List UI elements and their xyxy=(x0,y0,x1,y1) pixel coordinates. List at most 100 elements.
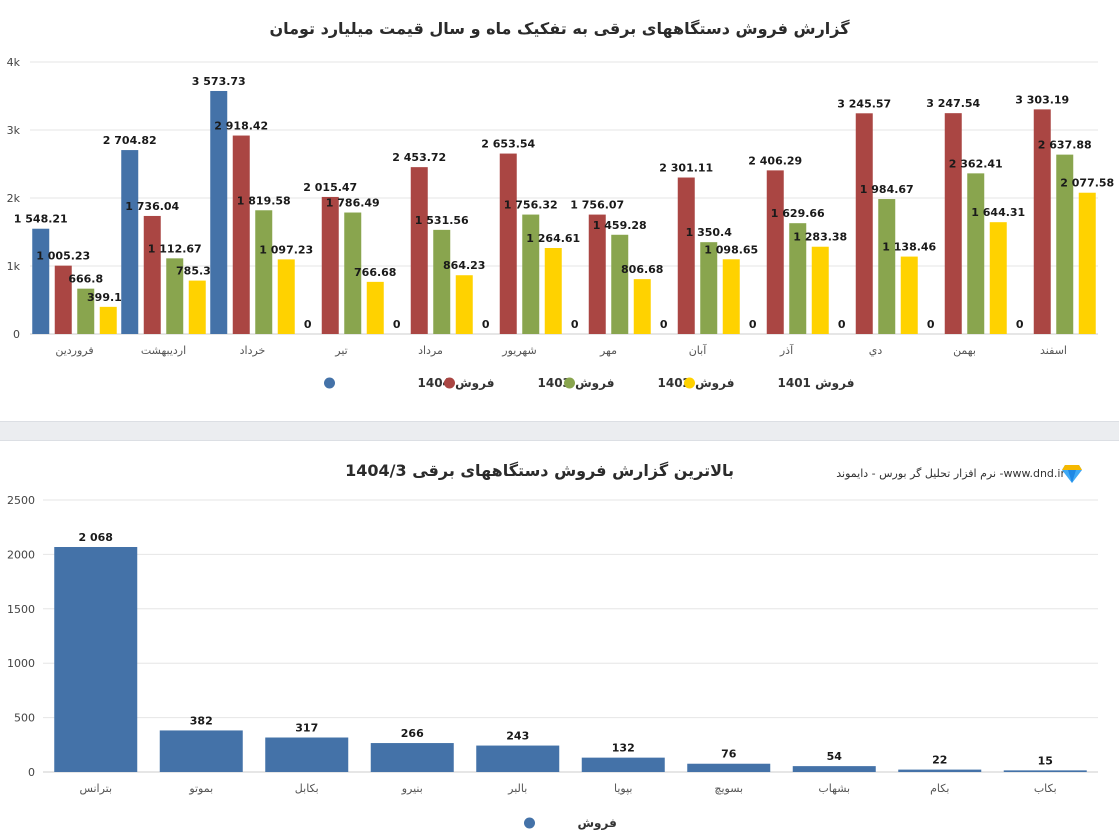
x-tick-label: بکابل xyxy=(295,782,319,795)
data-label: 2 362.41 xyxy=(949,157,1003,170)
bar-chart1-s1-c8 xyxy=(766,170,784,334)
data-label: 1 756.07 xyxy=(570,199,624,212)
data-label: 3 247.54 xyxy=(926,97,980,110)
data-label: 0 xyxy=(571,318,579,331)
bar-chart1-s0-c0 xyxy=(32,228,50,334)
y-tick-label: 500 xyxy=(14,712,35,725)
data-label: 1 786.49 xyxy=(326,197,380,210)
chart2-title: بالاترین گزارش فروش دستگاههای برقی 1404/… xyxy=(345,461,734,480)
data-label: 0 xyxy=(660,318,668,331)
bar-chart1-s3-c8 xyxy=(811,246,829,334)
x-tick-label: بنیرو xyxy=(401,782,423,795)
bar-chart1-s1-c2 xyxy=(232,135,250,334)
data-label: 1 756.32 xyxy=(504,199,558,212)
data-label: 1 984.67 xyxy=(860,183,914,196)
bar-chart1-s2-c8 xyxy=(789,223,807,334)
x-tick-label: بترانس xyxy=(79,782,112,795)
x-tick-label: آبان xyxy=(689,343,707,357)
data-label: 2 453.72 xyxy=(392,151,446,164)
y-tick-label: 0 xyxy=(28,766,35,779)
top-sales-chart: 0 500 1000 1500 2000 2500 2 068 بترانس 382 بموتو 3… xyxy=(7,494,1098,831)
data-label: 2 077.58 xyxy=(1060,177,1114,190)
bar-chart1-s3-c1 xyxy=(188,280,206,334)
legend-marker xyxy=(444,377,455,389)
y-tick-label: 1500 xyxy=(7,603,35,616)
data-label: 243 xyxy=(506,730,529,743)
bar-chart1-s3-c11 xyxy=(1078,192,1096,334)
bar-chart1-s2-c2 xyxy=(255,210,273,334)
bar-chart1-s2-c6 xyxy=(611,234,629,334)
data-label: 1 097.23 xyxy=(259,243,313,256)
x-tick-label: فروردین xyxy=(55,344,93,357)
x-tick-label: بپویا xyxy=(614,782,632,795)
data-label: 0 xyxy=(482,318,490,331)
data-label: 399.16 xyxy=(87,291,130,304)
bar-chart1-s2-c4 xyxy=(433,229,451,334)
bar-chart1-s1-c0 xyxy=(54,265,72,334)
x-tick-label: شهریور xyxy=(501,344,536,357)
bar-chart1-s3-c10 xyxy=(989,222,1007,334)
data-label: 54 xyxy=(827,750,843,763)
bar-chart1-s3-c3 xyxy=(366,281,384,334)
data-label: 1 264.61 xyxy=(526,232,580,245)
data-label: 1 531.56 xyxy=(415,214,469,227)
legend-label: فروش xyxy=(578,816,617,831)
x-tick-label: دي xyxy=(869,344,883,357)
data-label: 0 xyxy=(749,318,757,331)
data-label: 382 xyxy=(190,714,213,727)
bar-chart1-s3-c7 xyxy=(722,259,740,334)
legend-label: فروش 1401 xyxy=(778,376,855,391)
bar-chart2-s0-c0 xyxy=(54,547,138,772)
diamond-icon xyxy=(1062,465,1082,483)
data-label: 2 015.47 xyxy=(303,181,357,194)
bar-chart1-s3-c6 xyxy=(633,279,651,334)
y-tick-label: 0 xyxy=(13,328,20,341)
bar-chart1-s1-c7 xyxy=(677,177,695,334)
data-label: 2 301.11 xyxy=(659,162,713,175)
bar-chart2-s0-c9 xyxy=(1003,770,1087,772)
x-tick-label: بکام xyxy=(930,782,949,795)
data-label: 3 303.19 xyxy=(1015,93,1069,106)
bar-chart1-s2-c0 xyxy=(77,288,95,334)
data-label: 1 283.38 xyxy=(793,231,847,244)
bar-chart2-s0-c1 xyxy=(159,730,243,772)
data-label: 15 xyxy=(1038,754,1053,767)
bar-chart1-s3-c5 xyxy=(544,248,562,334)
bar-chart2-s0-c4 xyxy=(476,745,560,772)
data-label: 2 918.42 xyxy=(214,120,268,133)
data-label: 3 245.57 xyxy=(837,97,891,110)
bar-chart1-s1-c5 xyxy=(499,153,517,334)
bar-chart1-s3-c9 xyxy=(900,256,918,334)
x-tick-label: آذر xyxy=(779,343,794,357)
data-label: 766.68 xyxy=(354,266,396,279)
data-label: 806.68 xyxy=(621,263,663,276)
y-tick-label: 3k xyxy=(7,124,21,137)
x-tick-label: بشهاب xyxy=(818,782,850,795)
x-tick-label: بسویچ xyxy=(714,782,743,795)
x-tick-label: بموتو xyxy=(188,782,213,795)
x-tick-label: اردیبهشت xyxy=(141,344,186,357)
top-sales-panel: بالاترین گزارش فروش دستگاههای برقی 1404/… xyxy=(0,440,1119,834)
bar-chart1-s2-c9 xyxy=(878,199,896,334)
data-label: 2 406.29 xyxy=(748,154,802,167)
bar-chart1-s2-c5 xyxy=(522,214,540,334)
data-label: 266 xyxy=(401,727,424,740)
bar-chart2-s0-c3 xyxy=(370,743,454,772)
x-tick-label: بکاب xyxy=(1034,782,1057,795)
data-label: 1 644.31 xyxy=(971,206,1025,219)
bar-chart2-s0-c5 xyxy=(581,757,665,772)
data-label: 317 xyxy=(295,722,318,735)
bar-chart2-s0-c8 xyxy=(898,769,982,772)
bar-chart1-s2-c7 xyxy=(700,242,718,334)
bar-chart1-s1-c6 xyxy=(588,214,606,334)
data-label: 864.23 xyxy=(443,259,485,272)
data-label: 3 573.73 xyxy=(192,75,246,88)
bar-chart1-s0-c1 xyxy=(121,150,139,334)
brand-text: نرم افزار تحلیل گر بورس - دایموند -www.d… xyxy=(836,467,1065,480)
data-label: 1 350.4 xyxy=(686,226,733,239)
data-label: 2 637.88 xyxy=(1038,139,1092,152)
bar-chart1-s3-c2 xyxy=(277,259,295,334)
legend-marker xyxy=(524,817,535,829)
data-label: 1 138.46 xyxy=(882,241,936,254)
legend-marker xyxy=(324,377,335,389)
